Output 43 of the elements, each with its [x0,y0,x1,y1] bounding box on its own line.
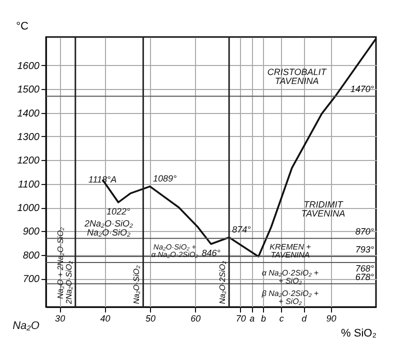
y-tick-label: 1400 [17,108,40,120]
annotation: 1022° [106,206,131,216]
x-tick-label: d [302,314,308,324]
annotation: TRIDIMIT TAVENINA [301,199,346,218]
annotation: KREMEN + TAVENINA [270,242,312,260]
annotation: β Na₂O·2SiO₂ + + SiO₂ [260,289,319,306]
x-tick-label: b [260,314,266,324]
text: Na₂O [12,320,40,332]
y-tick-label: 1600 [17,60,40,72]
x-tick-label: a [250,314,255,324]
annotation: Na₂O + 2Na₂O·SiO₂ [56,227,65,299]
y-tick-label: 1500 [17,84,40,96]
y-tick-label: 1100 [18,179,40,190]
ref-line-label: 870° [355,226,374,236]
y-tick-label: 900 [22,226,40,238]
annotation: 2Na₂O·SiO₂ Na₂O·SiO₂ [84,218,134,238]
x-tick-label: 90 [326,314,336,324]
x-tick-label: 70 [236,314,246,324]
x-tick-label: 50 [145,314,156,324]
annotation: 846° [202,248,221,258]
x-tick-label: 30 [55,314,66,324]
annotation: 874° [232,224,252,234]
y-tick-label: 1200 [17,156,40,167]
y-tick-label: 800 [22,250,40,262]
annotation: 1089° [152,173,177,184]
annotation: CRISTOBALIT TAVENINA [267,67,328,86]
ref-line-label: 678° [355,272,374,282]
y-tick-label: 700 [22,274,40,286]
ref-line-label: Na₂O·SiO₂ [132,265,142,304]
ref-line-label: Na₂O·2SiO₂ [218,261,228,304]
y-tick-label: 1300 [17,132,40,143]
annotation: α Na₂O·2SiO₂ + + SiO₂ [262,268,319,286]
y-tick-label: 1000 [17,203,40,214]
ref-line-label: 793° [355,244,374,255]
x-tick-label: 60 [190,314,201,324]
x-axis-title: % SiO₂ [341,328,376,340]
ref-line-label: 2Na₂O·SiO₂ [64,261,74,305]
y-axis-title: °C [16,20,29,32]
ref-line-label: 1470° [350,84,374,94]
annotation: 1118°A [88,174,117,185]
x-tick-label: c [279,314,284,324]
ref-line-label: 768° [355,263,374,274]
x-tick-label: 40 [100,314,110,324]
